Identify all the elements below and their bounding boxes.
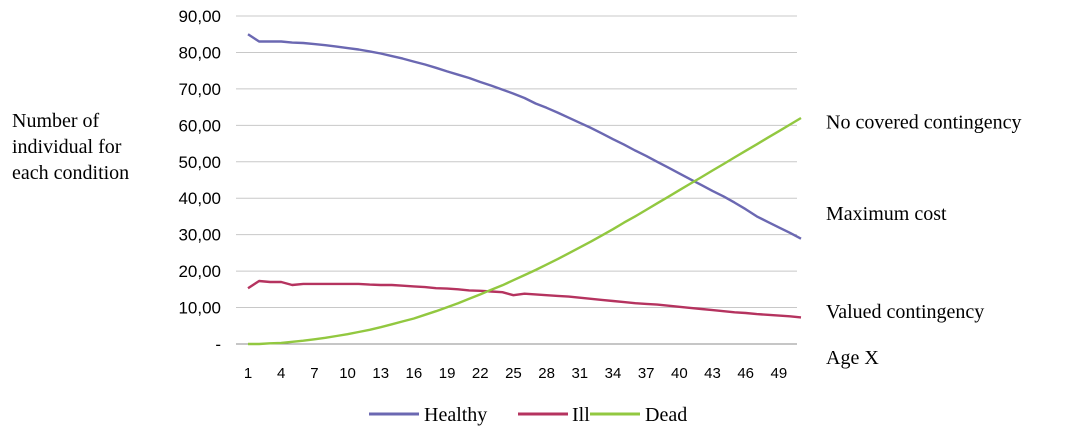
y-tick-label: 40,00 [178,189,221,208]
x-tick-label: 10 [339,365,356,382]
y-tick-label: 90,00 [178,7,221,26]
y-tick-label: - [215,335,221,354]
x-tick-label: 46 [737,365,754,382]
x-tick-label: 34 [605,365,622,382]
x-tick-label: 25 [505,365,522,382]
series-line-ill [247,279,802,319]
y-axis-label-line: Number of [12,110,100,132]
x-tick-label: 13 [372,365,389,382]
annotation-label: Maximum cost [826,203,947,225]
x-tick-label: 31 [571,365,588,382]
legend-label: Dead [645,404,687,426]
annotation-label: No covered contingency [826,112,1021,134]
y-tick-label: 60,00 [178,116,221,135]
x-tick-label: 49 [771,365,788,382]
y-tick-labels: - 10,00 20,00 30,00 40,00 50,00 60,00 70,00 80,0… [178,7,221,354]
annotation-label: Valued contingency [826,301,984,323]
x-tick-label: 7 [310,365,318,382]
legend-label: Healthy [424,404,487,426]
y-tick-label: 80,00 [178,43,221,62]
x-tick-label: 28 [538,365,555,382]
y-tick-label: 70,00 [178,80,221,99]
y-tick-label: 20,00 [178,262,221,281]
y-tick-label: 10,00 [178,299,221,318]
gridlines [236,15,797,345]
y-tick-label: 50,00 [178,153,221,172]
x-axis-label: Age X [826,347,879,369]
x-tick-label: 4 [277,365,285,382]
x-tick-labels: 1 4 7 10 13 16 19 22 25 28 31 34 37 40 43 46 49 [244,365,787,382]
series-lines [247,33,802,346]
x-tick-label: 19 [439,365,456,382]
right-annotations: No covered contingency Maximum cost Valued… [826,112,1021,369]
x-tick-label: 37 [638,365,655,382]
x-tick-label: 43 [704,365,721,382]
y-axis-label-line: individual for [12,136,122,158]
y-axis-label: Number of individual for each condition [12,108,162,186]
legend: Healthy Ill Dead [369,404,687,426]
x-tick-label: 22 [472,365,489,382]
legend-label: Ill [572,404,590,426]
x-tick-label: 1 [244,365,252,382]
y-axis-label-line: each condition [12,162,130,184]
y-tick-label: 30,00 [178,226,221,245]
series-line-healthy [247,33,802,240]
series-line-dead [248,116,802,346]
x-tick-label: 16 [406,365,423,382]
x-tick-label: 40 [671,365,688,382]
